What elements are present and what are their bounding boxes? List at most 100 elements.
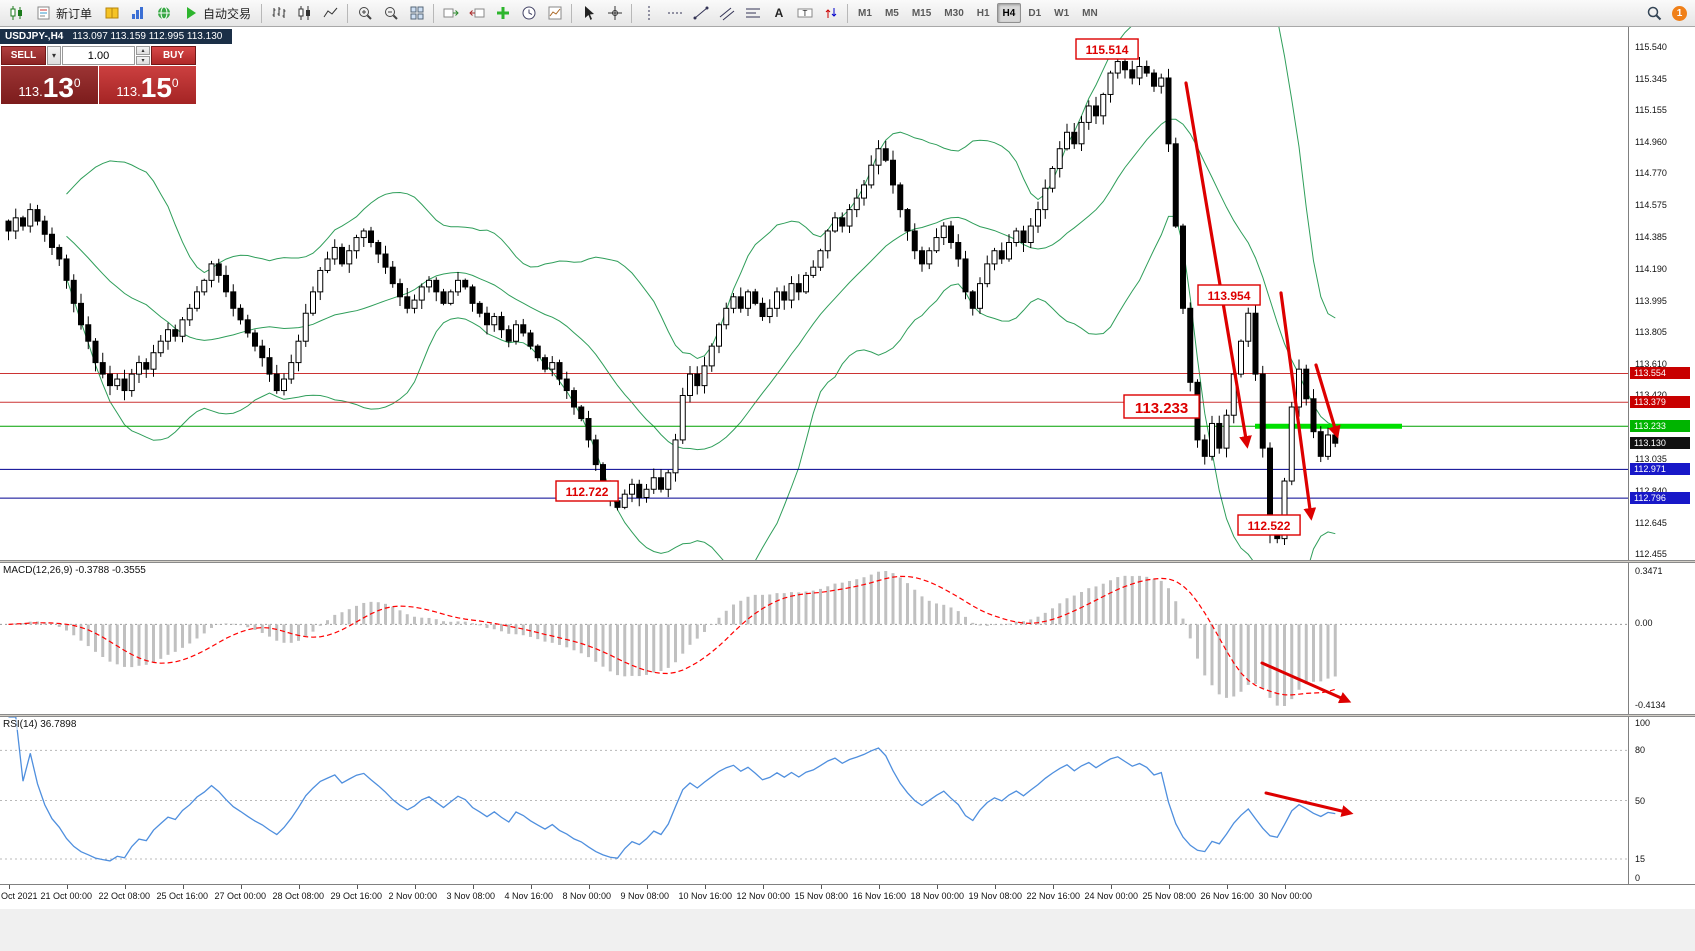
bid-price-button[interactable]: 113. 13 0 xyxy=(1,66,98,104)
panel-splitter[interactable] xyxy=(0,560,1695,563)
chart-bars-button[interactable] xyxy=(266,2,291,24)
data-window-button[interactable] xyxy=(125,2,150,24)
new-order-button[interactable]: 新订单 xyxy=(30,2,98,24)
bid-sup: 0 xyxy=(73,76,81,90)
chart-line-button[interactable] xyxy=(318,2,343,24)
time-axis-tick xyxy=(878,885,880,889)
crosshair-icon xyxy=(607,6,622,20)
horizontal-line-tool-button[interactable] xyxy=(662,2,687,24)
arrows-tool-button[interactable] xyxy=(818,2,843,24)
time-axis-label: 4 Nov 16:00 xyxy=(504,891,554,901)
chart-shift-button[interactable] xyxy=(464,2,489,24)
symbol-period-label: USDJPY-,H4 xyxy=(5,31,64,42)
sell-button[interactable]: SELL xyxy=(1,46,46,65)
time-axis-tick xyxy=(240,885,242,889)
toolbar-separator xyxy=(631,3,633,23)
search-button[interactable] xyxy=(1641,2,1666,24)
trendline-tool-button[interactable] xyxy=(688,2,713,24)
tile-windows-button[interactable] xyxy=(404,2,429,24)
fibonacci-tool-button[interactable] xyxy=(740,2,765,24)
svg-text:112.722: 112.722 xyxy=(566,485,609,499)
caret-up-icon: ▴ xyxy=(141,47,145,54)
price-scale-tick: 113.420 xyxy=(1635,390,1667,400)
price-scale-tick: 113.035 xyxy=(1635,453,1667,464)
cursor-button[interactable] xyxy=(576,2,601,24)
line-chart-icon xyxy=(323,7,337,18)
notification-badge[interactable]: 1 xyxy=(1672,5,1687,21)
text-tool-button[interactable]: A xyxy=(766,2,791,24)
zoom-in-icon xyxy=(358,7,372,20)
add-indicator-button[interactable] xyxy=(490,2,515,24)
time-axis-label: 12 Nov 00:00 xyxy=(736,891,791,901)
price-scale-tag: 112.971 xyxy=(1630,463,1690,476)
rsi-scale-label: 15 xyxy=(1635,853,1646,864)
price-scale[interactable]: 115.540 115.345 115.155 114.960 114.770 114.5… xyxy=(1628,27,1695,884)
volume-dropdown-button[interactable]: ▾ xyxy=(47,46,61,65)
timeframe-m15-button[interactable]: M15 xyxy=(906,3,937,23)
buy-button[interactable]: BUY xyxy=(151,46,196,65)
time-axis-label: 29 Oct 16:00 xyxy=(330,891,383,901)
rsi-label: RSI(14) 36.7898 xyxy=(3,719,77,730)
auto-trading-button[interactable]: 自动交易 xyxy=(177,2,257,24)
timeframe-h1-button[interactable]: H1 xyxy=(971,3,996,23)
caret-down-icon: ▾ xyxy=(141,57,145,64)
chart-title-bar: USDJPY-,H4 113.097 113.159 112.995 113.1… xyxy=(0,29,233,44)
timeframe-mn-button[interactable]: MN xyxy=(1076,3,1104,23)
chart-shift-icon xyxy=(468,8,485,18)
time-axis-label: 2 Nov 00:00 xyxy=(388,891,438,901)
timeframe-d1-button[interactable]: D1 xyxy=(1022,3,1047,23)
price-chart-panel[interactable]: 115.514 113.954 113.233 112.722 112.522 xyxy=(0,27,1628,560)
rsi-chart[interactable] xyxy=(0,717,1628,884)
timeframe-w1-button[interactable]: W1 xyxy=(1048,3,1075,23)
status-bar xyxy=(0,908,1695,951)
price-scale-tag: 112.796 xyxy=(1630,492,1690,505)
vertical-line-tool-button[interactable] xyxy=(636,2,661,24)
macd-chart[interactable] xyxy=(0,563,1628,714)
community-button[interactable] xyxy=(151,2,176,24)
chart-candles-button[interactable] xyxy=(292,2,317,24)
templates-button[interactable] xyxy=(542,2,567,24)
svg-text:113.233: 113.233 xyxy=(1135,400,1188,417)
timeframe-m5-button[interactable]: M5 xyxy=(879,3,905,23)
timeframe-m1-button[interactable]: M1 xyxy=(852,3,878,23)
volume-up-button[interactable]: ▴ xyxy=(136,46,150,55)
price-chart[interactable]: 115.514 113.954 113.233 112.722 112.522 xyxy=(0,27,1628,560)
time-axis-tick xyxy=(530,885,532,889)
template-icon xyxy=(548,6,562,20)
bid-small: 113. xyxy=(18,84,43,99)
price-scale-tick: 114.770 xyxy=(1635,168,1667,179)
volume-down-button[interactable]: ▾ xyxy=(136,56,150,65)
time-axis-tick xyxy=(762,885,764,889)
ohlc-bars-icon xyxy=(272,7,286,18)
timeframe-group: M1 M5 M15 M30 H1 H4 D1 W1 MN xyxy=(852,3,1104,23)
time-axis-tick xyxy=(356,885,358,889)
zoom-out-button[interactable] xyxy=(378,2,403,24)
rsi-scale-label: 50 xyxy=(1635,795,1646,806)
price-scale-tick: 114.385 xyxy=(1635,231,1667,242)
timeframe-m30-button[interactable]: M30 xyxy=(938,3,969,23)
rsi-scale-label: 0 xyxy=(1635,873,1641,883)
channel-tool-button[interactable] xyxy=(714,2,739,24)
tile-windows-icon xyxy=(410,6,424,20)
time-axis[interactable]: Oct 2021 21 Oct 00:00 22 Oct 08:00 25 Oct 1… xyxy=(0,884,1695,909)
ask-sup: 0 xyxy=(171,76,179,90)
market-watch-button[interactable] xyxy=(99,2,124,24)
label-tool-button[interactable]: T xyxy=(792,2,817,24)
globe-icon xyxy=(157,6,170,20)
ask-small: 113. xyxy=(116,84,141,99)
volume-input[interactable] xyxy=(62,46,135,65)
macd-panel[interactable]: MACD(12,26,9) -0.3788 -0.3555 xyxy=(0,563,1628,714)
periods-button[interactable] xyxy=(516,2,541,24)
panel-splitter[interactable] xyxy=(0,714,1695,717)
auto-trading-label: 自动交易 xyxy=(203,6,252,21)
rsi-panel[interactable]: RSI(14) 36.7898 xyxy=(0,717,1628,884)
new-chart-button[interactable] xyxy=(4,2,29,24)
zoom-in-button[interactable] xyxy=(352,2,377,24)
timeframe-h4-button[interactable]: H4 xyxy=(996,3,1022,23)
crosshair-button[interactable] xyxy=(602,2,627,24)
time-axis-label: 25 Nov 08:00 xyxy=(1142,891,1197,901)
ask-price-button[interactable]: 113. 15 0 xyxy=(99,66,196,104)
svg-text:T: T xyxy=(802,9,807,18)
auto-scroll-button[interactable] xyxy=(438,2,463,24)
time-axis-label: 28 Oct 08:00 xyxy=(272,891,325,901)
